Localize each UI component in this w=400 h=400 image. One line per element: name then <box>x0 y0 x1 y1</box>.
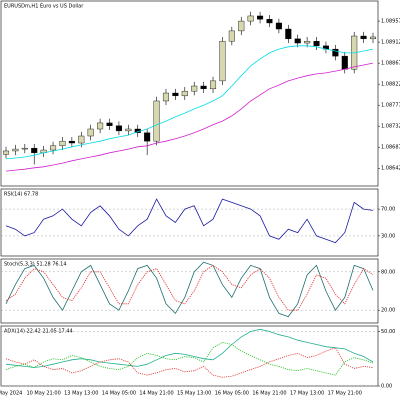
y-tick-label: 30.00 <box>381 233 395 239</box>
y-tick-label: 20.00 <box>381 308 395 314</box>
y-tick-label: 1.08957 <box>381 19 400 25</box>
candle-body <box>200 85 207 90</box>
candle-body <box>275 22 282 30</box>
candle-body <box>31 147 38 154</box>
x-tick-label: 14 May 05:00 <box>102 391 136 397</box>
y-tick-label: 1.08687 <box>381 145 400 151</box>
candle-body <box>294 38 301 44</box>
y-tick-label: 0.00 <box>381 384 392 390</box>
candle-body <box>106 122 113 126</box>
candle-body <box>97 122 104 130</box>
x-tick-label: 10 May 21:00 <box>26 391 60 397</box>
candle-body <box>266 19 273 24</box>
indicator-line <box>5 264 374 311</box>
candle-body <box>219 40 226 82</box>
x-tick-label: 14 May 21:00 <box>139 391 173 397</box>
candle-body <box>332 48 339 57</box>
y-tick-label: 50.00 <box>381 329 395 335</box>
candle-body <box>115 125 122 132</box>
panel-frame <box>0 188 379 257</box>
y-tick-label: 1.08732 <box>381 124 400 130</box>
candle-body <box>2 150 10 155</box>
candle-body <box>162 92 169 102</box>
panel-frame <box>0 258 379 324</box>
candle-body <box>181 90 188 97</box>
y-tick-label: 1.08642 <box>381 166 400 172</box>
candle-body <box>360 35 367 40</box>
panel-frame <box>0 325 379 387</box>
candle-body <box>12 148 19 152</box>
candle-body <box>369 36 377 40</box>
candle-body <box>172 92 179 97</box>
candle-body <box>238 20 245 32</box>
indicator-line <box>5 261 374 318</box>
y-tick-label: 1.08867 <box>381 61 400 67</box>
indicator-line <box>5 328 374 368</box>
candle-body <box>144 132 151 142</box>
candle-body <box>87 128 94 137</box>
candle-body <box>50 145 57 151</box>
x-tick-label: 15 May 13:00 <box>177 391 211 397</box>
panel-title: Stoch(5,3,3) 51.28 76.14 <box>4 262 67 268</box>
y-tick-label: 1.08912 <box>381 40 400 46</box>
candle-body <box>313 40 320 47</box>
candle-body <box>21 147 28 150</box>
indicator-line <box>5 341 374 376</box>
indicator-line <box>5 198 374 244</box>
candle-body <box>210 80 217 90</box>
candle-body <box>247 15 254 22</box>
x-tick-label: 17 May 21:00 <box>328 391 362 397</box>
x-tick-label: 13 May 13:00 <box>64 391 98 397</box>
x-tick-label: 10 May 2024 <box>0 391 22 397</box>
candle-body <box>341 55 348 70</box>
candle-body <box>191 85 198 92</box>
indicator-line <box>5 62 374 172</box>
panel-title: EURUSDm,H1 Euro vs US Dollar <box>4 4 84 10</box>
x-tick-label: 17 May 13:00 <box>290 391 324 397</box>
y-tick-label: 1.08822 <box>381 82 400 88</box>
candle-body <box>257 15 264 20</box>
candle-body <box>153 100 160 142</box>
y-tick-label: 1.08777 <box>381 103 400 109</box>
candle-body <box>59 140 66 147</box>
panel-title: RSI(14) 67.78 <box>4 192 38 198</box>
indicator-line <box>5 347 374 378</box>
candle-body <box>125 128 132 132</box>
candle-body <box>68 140 75 144</box>
x-tick-label: 16 May 21:00 <box>252 391 286 397</box>
y-tick-label: 80.00 <box>381 269 395 275</box>
candle-body <box>78 135 85 144</box>
x-tick-label: 16 May 05:00 <box>215 391 249 397</box>
candle-body <box>304 40 311 44</box>
y-tick-label: 70.00 <box>381 207 395 213</box>
indicator-line <box>5 45 374 160</box>
candle-body <box>228 30 235 42</box>
panel-frame <box>0 0 379 187</box>
candle-body <box>285 28 292 40</box>
